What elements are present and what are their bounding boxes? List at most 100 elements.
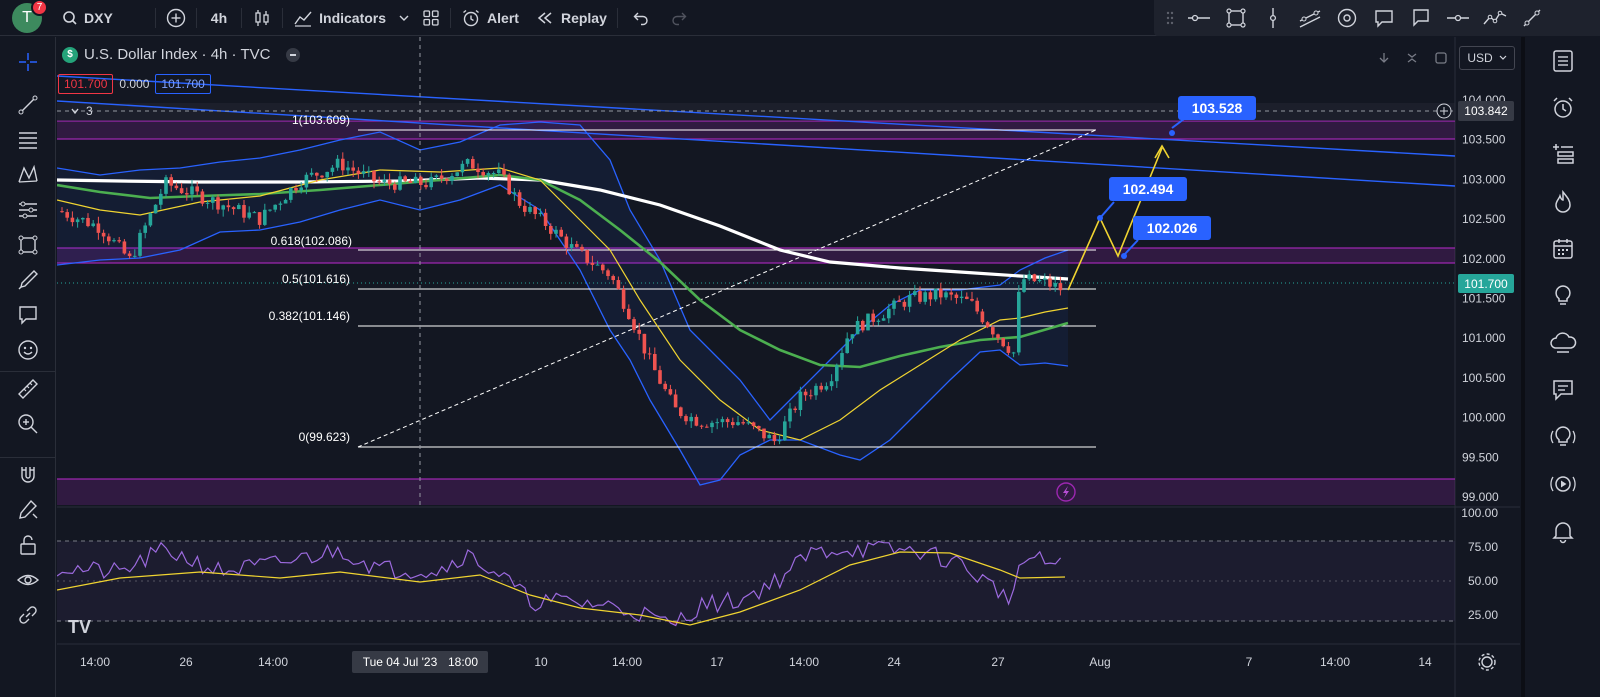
crosshair-add-icon[interactable] <box>1436 103 1452 119</box>
watchlist-icon[interactable] <box>1525 37 1600 84</box>
magnet-tool-icon[interactable] <box>0 457 56 492</box>
path-tool-icon[interactable] <box>1476 0 1513 36</box>
chart-title[interactable]: U.S. Dollar Index · 4h · TVC <box>84 46 271 63</box>
candle-body <box>1027 274 1031 280</box>
text-note-tool-icon[interactable] <box>0 297 56 332</box>
indicators-collapsed-toggle[interactable]: 3 <box>70 104 93 118</box>
candle-body <box>195 186 199 192</box>
geometric-shapes-tool-icon[interactable] <box>0 227 56 262</box>
ideas-icon[interactable] <box>1525 272 1600 319</box>
pine-editor-icon[interactable] <box>1525 413 1600 460</box>
scroll-down-icon[interactable] <box>1374 48 1394 68</box>
rectangle-tool-icon[interactable] <box>1217 0 1254 36</box>
currency-selector[interactable]: USD <box>1459 46 1515 70</box>
vertical-line-icon[interactable] <box>1254 0 1291 36</box>
legend-menu-icon[interactable] <box>286 47 301 62</box>
alert-button[interactable]: Alert <box>453 0 527 36</box>
trendline-lower[interactable] <box>57 100 1455 187</box>
lightning-event-icon[interactable] <box>1056 482 1076 502</box>
compare-symbol-button[interactable] <box>158 0 194 36</box>
candle-body <box>1001 338 1005 347</box>
interval-button[interactable]: 4h <box>199 0 239 36</box>
calendar-icon[interactable] <box>1525 225 1600 272</box>
notifications-bell-icon[interactable] <box>1525 507 1600 554</box>
candlestick-series[interactable] <box>60 152 1063 446</box>
redo-button[interactable] <box>662 0 696 36</box>
comment-icon[interactable] <box>1365 0 1402 36</box>
trend-line-tool-icon[interactable] <box>0 87 56 122</box>
chart-type-button[interactable] <box>244 0 280 36</box>
lock-drawings-icon[interactable] <box>0 527 56 562</box>
link-icon[interactable] <box>0 597 56 632</box>
candle-body <box>304 174 309 188</box>
mid-zone[interactable] <box>57 248 1455 263</box>
replay-button[interactable]: Replay <box>527 0 615 36</box>
candle-body <box>81 217 85 220</box>
trendline-upper[interactable] <box>57 75 1455 157</box>
chart-settings-gear-icon[interactable] <box>1478 653 1496 671</box>
alerts-panel-icon[interactable] <box>1525 84 1600 131</box>
drag-handle-icon[interactable] <box>1160 0 1180 36</box>
candle-body <box>122 241 127 254</box>
rsi-moving-average[interactable] <box>57 551 1066 626</box>
fib-retracement-tool-icon[interactable] <box>0 122 56 157</box>
candle-body <box>881 318 886 321</box>
candles-icon <box>255 9 269 26</box>
projection-path[interactable] <box>1067 147 1163 291</box>
trend-line-icon[interactable] <box>1513 0 1550 36</box>
candle-body <box>814 385 818 396</box>
stay-in-drawing-mode-icon[interactable] <box>0 492 56 527</box>
collapse-pane-icon[interactable] <box>1402 48 1422 68</box>
forecasting-tool-icon[interactable] <box>0 192 56 227</box>
price-range-icon[interactable] <box>1439 0 1476 36</box>
sell-price[interactable]: 101.700 <box>58 74 114 94</box>
hide-drawings-icon[interactable] <box>0 562 56 597</box>
moving-average-50[interactable] <box>57 173 1069 369</box>
broadcast-icon[interactable] <box>1525 460 1600 507</box>
candle-body <box>679 407 683 417</box>
target-label-2[interactable]: 102.494 <box>1109 177 1187 201</box>
symbol-search-button[interactable]: DXY <box>54 0 121 36</box>
crosshair-tool-icon[interactable] <box>0 37 56 87</box>
chats-icon[interactable] <box>1525 366 1600 413</box>
left-drawing-toolbar <box>0 37 56 697</box>
support-zone[interactable] <box>57 479 1455 505</box>
zoom-in-tool-icon[interactable] <box>0 406 56 441</box>
ruler-tool-icon[interactable] <box>0 371 56 406</box>
time-axis-label: 14:00 <box>1320 655 1350 669</box>
candle-body <box>1043 278 1047 280</box>
buy-price[interactable]: 101.700 <box>155 74 211 94</box>
pattern-tool-icon[interactable] <box>0 157 56 192</box>
target-tool-icon[interactable] <box>1328 0 1365 36</box>
emoji-tool-icon[interactable] <box>0 332 56 367</box>
candle-body <box>476 168 480 173</box>
candle-body <box>205 202 210 204</box>
bollinger-lower-band[interactable] <box>57 184 1069 486</box>
target-label-1[interactable]: 103.528 <box>1178 96 1256 120</box>
maximize-pane-icon[interactable] <box>1431 48 1451 68</box>
indicators-dropdown[interactable] <box>394 0 414 36</box>
candle-body <box>907 295 912 307</box>
candle-body <box>918 291 922 302</box>
indicators-button[interactable]: Indicators <box>285 0 394 36</box>
parallel-channel-icon[interactable] <box>1291 0 1328 36</box>
moving-average-20[interactable] <box>57 167 1069 441</box>
callout-icon[interactable] <box>1402 0 1439 36</box>
streams-icon[interactable] <box>1525 319 1600 366</box>
candle-body <box>876 320 881 322</box>
user-avatar[interactable]: T 7 <box>12 0 48 33</box>
candle-body <box>543 212 548 226</box>
fib-trend-line[interactable] <box>357 129 1097 448</box>
moving-average-200[interactable] <box>57 176 1069 281</box>
horizontal-ray-icon[interactable] <box>1180 0 1217 36</box>
object-tree-icon[interactable] <box>1525 131 1600 178</box>
undo-button[interactable] <box>620 0 662 36</box>
layouts-button[interactable] <box>414 0 448 36</box>
undo-icon <box>633 12 648 25</box>
brush-tool-icon[interactable] <box>0 262 56 297</box>
target-label-3[interactable]: 102.026 <box>1133 216 1211 240</box>
price-axis-tick: 103.000 <box>1462 172 1506 186</box>
hotlists-icon[interactable] <box>1525 178 1600 225</box>
price-chart[interactable]: 103.528 102.494 102.026 1(103.609) 0.618… <box>0 0 1520 697</box>
candle-body <box>897 300 901 302</box>
